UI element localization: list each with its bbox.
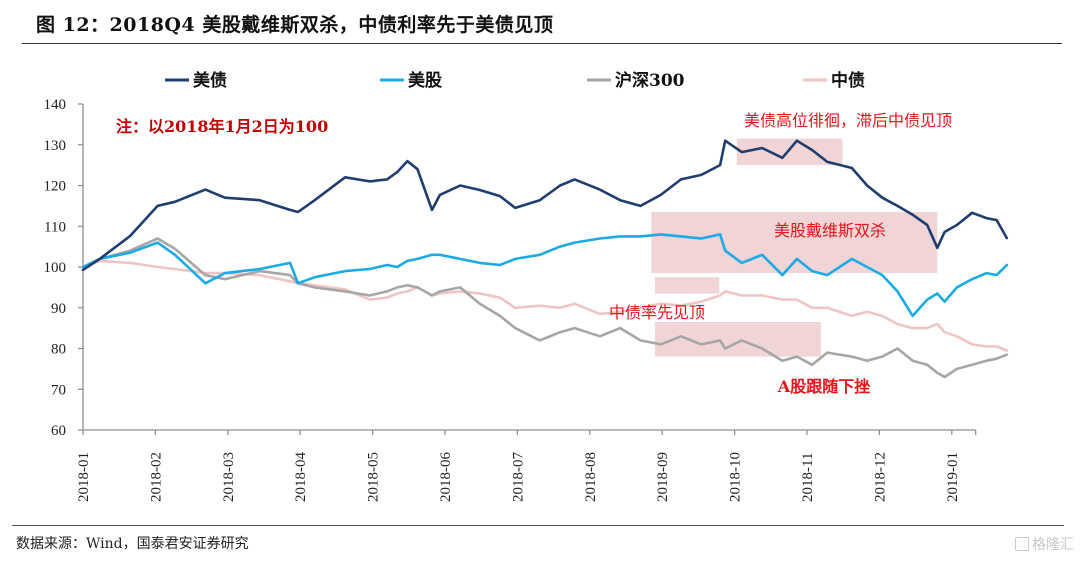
watermark: 格隆汇: [1015, 534, 1074, 554]
y-tick-label: 90: [51, 301, 66, 317]
x-tick-label: 2018-01: [76, 452, 92, 502]
x-tick-label: 2018-08: [583, 452, 599, 502]
x-tick-label: 2018-04: [293, 452, 309, 502]
chart-note: 注：以2018年1月2日为100: [116, 117, 328, 136]
annotation-box: [654, 322, 821, 357]
y-tick-label: 110: [44, 219, 66, 235]
annotation-label: 美债高位徘徊，滞后中债见顶: [744, 111, 952, 130]
chart-title: 图 12：2018Q4 美股戴维斯双杀，中债利率先于美债见顶: [36, 14, 554, 36]
legend-label: 美股: [408, 70, 442, 91]
x-tick-label: 2018-07: [510, 452, 526, 502]
x-tick-label: 2018-06: [438, 452, 454, 502]
legend: 美债 美股 沪深300 中债: [165, 70, 865, 91]
annotation-label: A股跟随下挫: [777, 377, 870, 396]
x-tick-label: 2018-09: [655, 452, 671, 502]
y-tick-label: 60: [51, 423, 66, 439]
y-tick-label: 100: [44, 260, 67, 276]
legend-label: 美债: [193, 70, 227, 91]
series-line-0: [81, 139, 1009, 272]
annotation-label: 美股戴维斯双杀: [774, 221, 886, 240]
x-tick-label: 2018-02: [148, 452, 164, 502]
y-tick-label: 130: [44, 138, 67, 154]
series-line-3: [81, 259, 1009, 352]
x-tick-label: 2018-05: [366, 452, 382, 502]
watermark-logo-icon: [1015, 537, 1029, 551]
y-tick-label: 70: [51, 382, 66, 398]
series-lines: [81, 139, 1009, 379]
legend-label: 沪深300: [615, 70, 685, 91]
title-divider: [22, 43, 1062, 44]
x-tick-label: 2018-03: [221, 452, 237, 502]
annotation-box: [654, 277, 720, 294]
axes: 60 70 80 90 100 110 120 130 140 2018-01 2018-02 201…: [44, 97, 977, 502]
x-tick-label: 2018-11: [800, 453, 816, 502]
x-tick-label: 2019-01: [945, 452, 961, 502]
x-tick-label: 2018-10: [728, 452, 744, 502]
legend-label: 中债: [831, 70, 865, 91]
x-tick-label: 2018-12: [872, 452, 888, 502]
watermark-text: 格隆汇: [1032, 537, 1074, 553]
data-source: 数据来源：Wind，国泰君安证券研究: [16, 536, 249, 552]
footer-divider: [12, 525, 1064, 526]
annotation-label: 中债率先见顶: [609, 303, 705, 322]
y-tick-label: 120: [44, 179, 67, 195]
y-tick-label: 140: [44, 97, 67, 113]
y-tick-label: 80: [51, 342, 66, 358]
series-line-2: [81, 237, 1009, 379]
series-line-1: [81, 233, 1009, 318]
annotation-boxes: [651, 138, 938, 357]
